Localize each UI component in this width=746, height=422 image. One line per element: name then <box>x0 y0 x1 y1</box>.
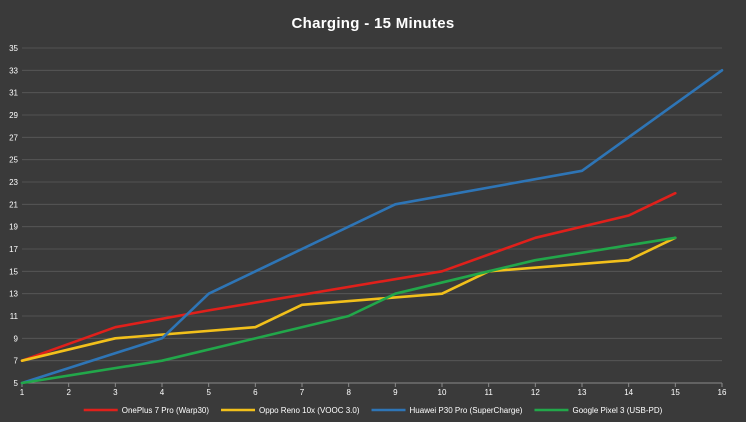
legend-label: Huawei P30 Pro (SuperCharge) <box>410 406 523 415</box>
legend-label: Oppo Reno 10x (VOOC 3.0) <box>259 406 360 415</box>
series-line-4 <box>20 236 677 385</box>
x-tick-label: 9 <box>393 388 398 397</box>
y-tick-label: 35 <box>9 44 18 53</box>
x-tick-label: 2 <box>66 388 71 397</box>
series-line-2 <box>20 236 677 363</box>
legend-item: Huawei P30 Pro (SuperCharge) <box>371 406 523 415</box>
legend-label: OnePlus 7 Pro (Warp30) <box>122 406 210 415</box>
chart-title: Charging - 15 Minutes <box>292 15 455 32</box>
y-tick-label: 5 <box>14 379 19 388</box>
x-tick-label: 15 <box>671 388 680 397</box>
y-tick-label: 19 <box>9 223 18 232</box>
x-tick-label: 14 <box>624 388 633 397</box>
x-tick-label: 6 <box>253 388 258 397</box>
series-line-3 <box>20 69 724 385</box>
series-line-1 <box>20 191 677 363</box>
legend: OnePlus 7 Pro (Warp30) Oppo Reno 10x (VOO… <box>83 406 663 415</box>
y-tick-label: 9 <box>14 334 19 343</box>
x-tick-label: 11 <box>485 388 494 397</box>
y-tick-label: 23 <box>9 178 18 187</box>
legend-label: Google Pixel 3 (USB-PD) <box>572 406 662 415</box>
legend-item: Google Pixel 3 (USB-PD) <box>534 406 663 415</box>
y-tick-label: 25 <box>9 156 18 165</box>
y-tick-label: 15 <box>9 267 18 276</box>
y-tick-label: 33 <box>9 66 18 75</box>
y-tick-label: 31 <box>9 89 18 98</box>
legend-item: OnePlus 7 Pro (Warp30) <box>83 406 210 415</box>
x-tick-label: 13 <box>578 388 587 397</box>
grid <box>22 47 722 362</box>
x-tick-label: 16 <box>718 388 727 397</box>
x-tick-label: 4 <box>160 388 165 397</box>
x-tick-label: 10 <box>438 388 447 397</box>
x-tick-label: 1 <box>20 388 25 397</box>
y-tick-label: 11 <box>10 312 19 321</box>
x-tick-label: 12 <box>531 388 540 397</box>
y-tick-label: 17 <box>9 245 18 254</box>
legend-item: Oppo Reno 10x (VOOC 3.0) <box>221 406 360 415</box>
x-tick-label: 3 <box>113 388 118 397</box>
x-tick-label: 7 <box>300 388 305 397</box>
y-tick-label: 29 <box>9 111 18 120</box>
series-lines <box>20 69 724 385</box>
y-tick-label: 27 <box>9 133 18 142</box>
y-tick-label: 21 <box>9 200 18 209</box>
y-tick-label: 13 <box>9 290 18 299</box>
x-tick-label: 5 <box>206 388 211 397</box>
x-tick-label: 8 <box>346 388 351 397</box>
y-tick-label: 7 <box>14 357 19 366</box>
